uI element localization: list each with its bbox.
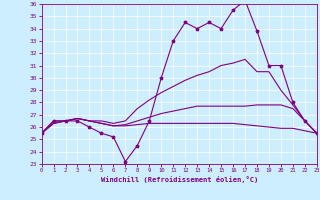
X-axis label: Windchill (Refroidissement éolien,°C): Windchill (Refroidissement éolien,°C) <box>100 176 258 183</box>
